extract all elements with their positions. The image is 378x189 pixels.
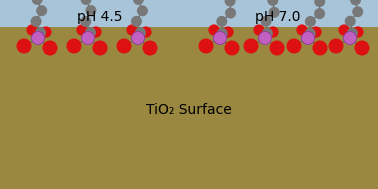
Circle shape xyxy=(262,28,273,39)
Circle shape xyxy=(140,26,152,38)
Circle shape xyxy=(131,16,142,27)
Circle shape xyxy=(350,0,361,5)
Circle shape xyxy=(32,0,43,5)
Circle shape xyxy=(36,5,47,16)
Circle shape xyxy=(67,39,82,53)
Circle shape xyxy=(90,26,102,38)
Circle shape xyxy=(313,40,327,56)
Circle shape xyxy=(116,39,132,53)
Circle shape xyxy=(222,26,234,38)
Circle shape xyxy=(355,40,370,56)
Circle shape xyxy=(310,26,322,38)
Circle shape xyxy=(338,24,350,36)
Circle shape xyxy=(270,40,285,56)
Circle shape xyxy=(225,0,235,6)
Circle shape xyxy=(126,24,138,36)
Circle shape xyxy=(31,16,42,27)
Circle shape xyxy=(344,32,356,44)
Circle shape xyxy=(82,32,94,44)
Circle shape xyxy=(217,28,228,39)
Circle shape xyxy=(314,8,325,19)
Circle shape xyxy=(216,16,227,27)
Circle shape xyxy=(225,8,236,19)
Circle shape xyxy=(305,16,316,27)
Circle shape xyxy=(81,0,91,5)
Circle shape xyxy=(260,16,271,27)
Circle shape xyxy=(137,5,148,16)
Circle shape xyxy=(347,28,358,39)
Text: pH 7.0: pH 7.0 xyxy=(255,10,301,24)
Circle shape xyxy=(80,16,91,27)
Circle shape xyxy=(345,16,356,27)
Circle shape xyxy=(40,26,52,38)
Circle shape xyxy=(352,6,363,17)
Circle shape xyxy=(85,27,96,38)
Circle shape xyxy=(259,32,271,44)
Circle shape xyxy=(269,7,280,18)
Circle shape xyxy=(198,39,214,53)
Circle shape xyxy=(328,39,344,53)
Circle shape xyxy=(314,0,325,7)
Circle shape xyxy=(31,32,45,44)
Circle shape xyxy=(85,5,96,16)
Circle shape xyxy=(305,28,316,39)
Circle shape xyxy=(143,40,158,56)
Circle shape xyxy=(26,24,38,36)
Circle shape xyxy=(76,24,88,36)
Circle shape xyxy=(17,39,31,53)
Circle shape xyxy=(135,27,146,38)
Circle shape xyxy=(287,39,302,53)
Text: pH 4.5: pH 4.5 xyxy=(77,10,123,24)
Circle shape xyxy=(352,26,364,38)
Circle shape xyxy=(93,40,107,56)
Circle shape xyxy=(132,32,144,44)
Circle shape xyxy=(208,24,220,36)
Circle shape xyxy=(267,0,278,6)
Circle shape xyxy=(302,32,314,44)
Circle shape xyxy=(296,24,308,36)
Circle shape xyxy=(243,39,259,53)
Circle shape xyxy=(253,24,265,36)
Circle shape xyxy=(133,0,144,5)
Bar xyxy=(0,27,378,189)
Text: TiO₂ Surface: TiO₂ Surface xyxy=(146,103,232,117)
Circle shape xyxy=(214,32,226,44)
Circle shape xyxy=(267,26,279,38)
Circle shape xyxy=(42,40,57,56)
Circle shape xyxy=(225,40,240,56)
Circle shape xyxy=(35,27,46,38)
